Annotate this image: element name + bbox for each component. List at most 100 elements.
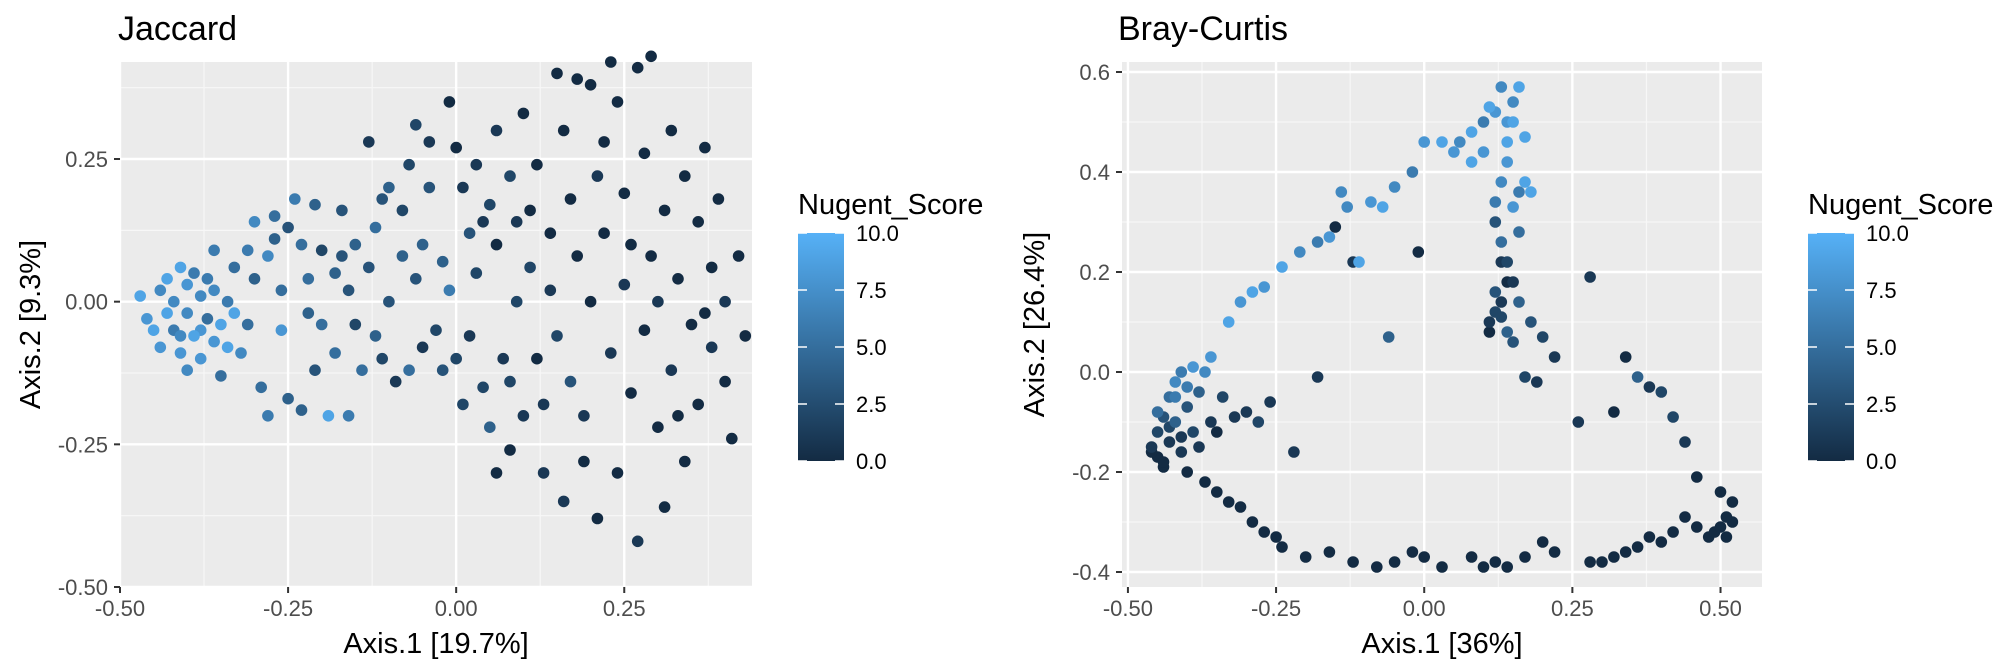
scatter-point — [248, 216, 261, 228]
scatter-point — [1181, 466, 1193, 478]
legend-tick-label: 0.0 — [856, 449, 887, 474]
scatter-point — [1714, 521, 1727, 533]
scatter-point — [672, 410, 684, 422]
scatter-point — [1376, 201, 1389, 213]
scatter-point — [1240, 406, 1253, 418]
scatter-point — [309, 364, 321, 377]
scatter-point — [712, 193, 725, 205]
scatter-point — [1323, 231, 1336, 243]
scatter-point — [1151, 406, 1164, 418]
y-tick-label: -0.2 — [1072, 460, 1110, 485]
scatter-point — [1246, 286, 1259, 298]
scatter-point — [1519, 131, 1531, 143]
scatter-point — [591, 512, 604, 525]
scatter-point — [1418, 551, 1430, 563]
scatter-point — [484, 198, 496, 211]
scatter-point — [161, 307, 173, 319]
scatter-point — [1667, 411, 1679, 423]
scatter-point — [1495, 296, 1508, 308]
scatter-point — [255, 381, 267, 394]
scatter-point — [356, 364, 368, 377]
scatter-point — [1477, 116, 1490, 128]
scatter-point — [1501, 136, 1513, 148]
scatter-point — [531, 158, 543, 171]
chart-title: Jaccard — [118, 10, 237, 48]
scatter-point — [436, 364, 449, 377]
scatter-point — [1667, 526, 1679, 538]
scatter-point — [1619, 351, 1632, 363]
scatter-point — [174, 261, 187, 274]
scatter-point — [1169, 416, 1182, 428]
scatter-point — [584, 295, 597, 308]
scatter-point — [1216, 391, 1229, 403]
y-tick-label: -0.25 — [58, 432, 108, 457]
scatter-point — [1489, 216, 1502, 228]
scatter-point — [1483, 316, 1496, 328]
scatter-point — [262, 410, 274, 422]
scatter-point — [1679, 436, 1691, 448]
scatter-point — [1720, 511, 1733, 523]
scatter-point — [658, 204, 671, 217]
scatter-point — [1388, 181, 1401, 193]
scatter-point — [1536, 331, 1549, 343]
legend-tick-label: 10.0 — [856, 221, 899, 246]
scatter-point — [1513, 226, 1525, 238]
scatter-point — [1299, 551, 1312, 563]
legend-tick-label: 7.5 — [856, 278, 887, 303]
scatter-point — [369, 221, 382, 234]
scatter-point — [1495, 236, 1508, 248]
scatter-point — [450, 352, 463, 365]
scatter-point — [1222, 496, 1235, 508]
x-tick-label: -0.50 — [1103, 596, 1153, 621]
scatter-point — [161, 273, 173, 285]
scatter-point — [1477, 561, 1490, 573]
scatter-point — [1608, 551, 1620, 563]
scatter-point — [1525, 316, 1537, 328]
scatter-point — [430, 324, 442, 337]
y-tick-label: 0.0 — [1079, 360, 1110, 385]
scatter-point — [329, 347, 341, 359]
scatter-point — [1584, 556, 1596, 568]
x-tick-label: 0.50 — [1699, 596, 1742, 621]
scatter-point — [1323, 546, 1336, 558]
scatter-point — [1519, 176, 1531, 188]
scatter-point — [295, 238, 308, 251]
scatter-point — [1388, 556, 1401, 568]
y-tick-label: -0.4 — [1072, 560, 1110, 585]
scatter-point — [221, 341, 234, 354]
scatter-point — [208, 335, 220, 348]
scatter-point — [665, 364, 678, 377]
scatter-point — [1222, 316, 1235, 328]
scatter-point — [463, 227, 476, 239]
scatter-point — [699, 141, 711, 154]
scatter-point — [1726, 496, 1739, 508]
scatter-point — [1489, 286, 1502, 298]
scatter-point — [1175, 366, 1188, 378]
scatter-point — [719, 295, 731, 308]
scatter-point — [477, 216, 489, 228]
scatter-point — [1501, 156, 1513, 168]
scatter-point — [1513, 296, 1525, 308]
scatter-point — [1584, 271, 1596, 283]
scatter-point — [537, 467, 550, 479]
scatter-point — [605, 56, 617, 68]
scatter-point — [470, 158, 483, 171]
scatter-point — [215, 370, 227, 382]
scatter-point — [1252, 416, 1265, 428]
scatter-point — [578, 410, 590, 422]
scatter-point — [571, 73, 583, 85]
scatter-point — [248, 273, 261, 285]
scatter-point — [1258, 526, 1270, 538]
scatter-point — [154, 284, 167, 297]
scatter-point — [268, 210, 281, 222]
scatter-point — [652, 295, 664, 308]
scatter-point — [1181, 381, 1193, 393]
scatter-point — [228, 261, 241, 274]
scatter-point — [1507, 96, 1519, 108]
scatter-point — [349, 238, 362, 251]
scatter-point — [1169, 376, 1182, 388]
scatter-point — [1288, 446, 1300, 458]
scatter-point — [1448, 146, 1460, 158]
scatter-point — [631, 61, 644, 74]
scatter-point — [699, 307, 711, 319]
